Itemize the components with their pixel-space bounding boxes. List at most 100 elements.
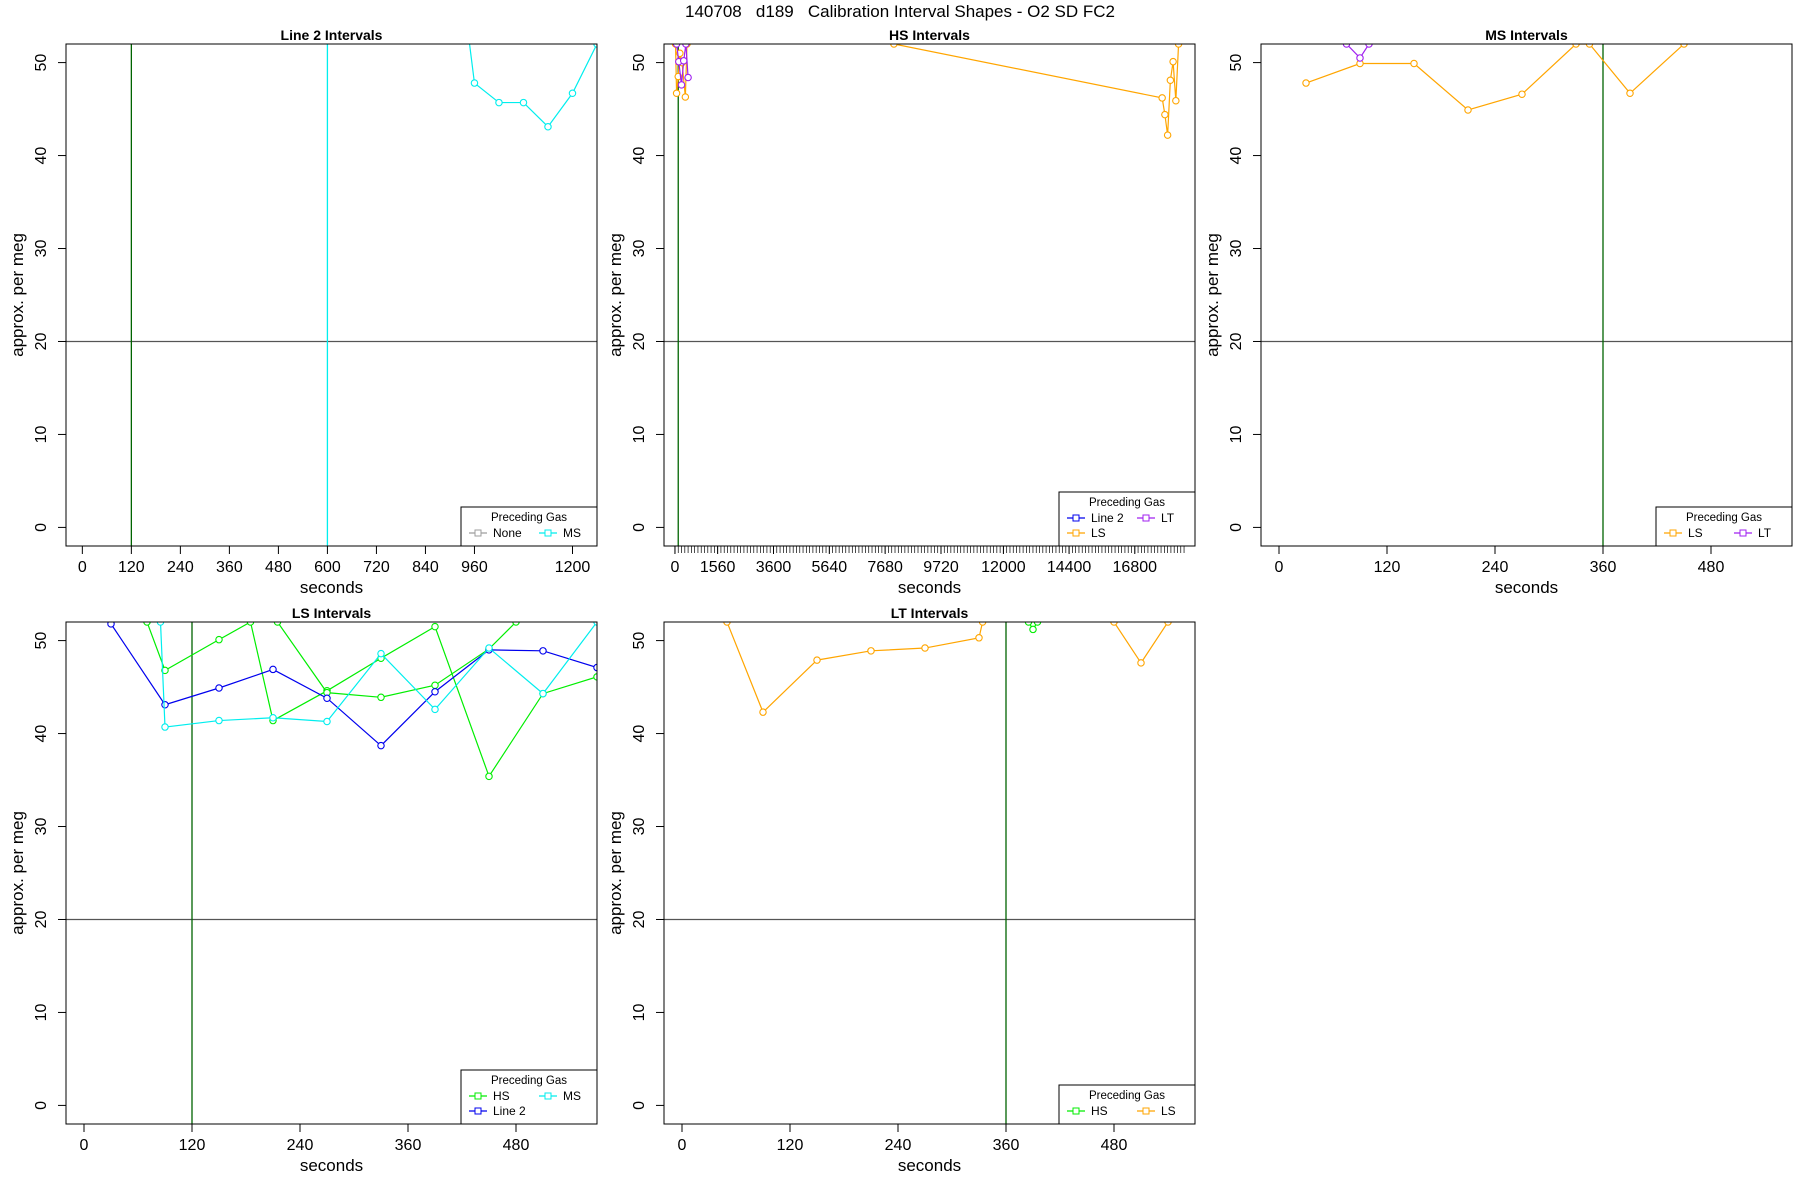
legend-marker-ms: [544, 529, 552, 537]
data-point-hs: [1024, 622, 1033, 626]
y-tick-label: 20: [631, 332, 648, 350]
y-axis-label: approx. per meg: [606, 233, 625, 357]
y-tick-label: 50: [631, 54, 648, 72]
data-point-lt: [682, 44, 690, 48]
data-point-ls: [1161, 110, 1169, 119]
y-tick-label: 30: [1228, 240, 1245, 258]
data-point-hs: [512, 622, 520, 626]
legend-label-ms: MS: [563, 1089, 581, 1103]
legend: Preceding Gas None MS: [460, 506, 598, 547]
panel-title: MS Intervals: [1485, 27, 1568, 43]
legend-label-line-2: Line 2: [493, 1104, 526, 1118]
data-point-ls: [1163, 131, 1172, 139]
y-tick-label: 50: [1228, 54, 1245, 72]
legend-marker-line-2: [1072, 514, 1080, 522]
data-point-line-2: [539, 647, 547, 655]
data-point-hs: [377, 693, 385, 702]
y-tick-label: 40: [33, 725, 50, 743]
data-point-ls: [1410, 59, 1418, 68]
legend-marker-hs: [474, 1092, 482, 1100]
data-point-line-2: [269, 665, 277, 674]
series-line-ls: [1113, 622, 1169, 664]
data-point-ms: [269, 714, 277, 722]
legend-label-ls: LS: [1688, 526, 1703, 540]
legend-label-none: None: [493, 526, 522, 540]
y-tick-label: 0: [33, 1101, 50, 1110]
panel-title: LS Intervals: [292, 605, 372, 621]
data-point-hs: [431, 681, 439, 689]
y-tick-label: 40: [33, 147, 50, 165]
data-point-lt: [677, 81, 686, 89]
legend-title: Preceding Gas: [1686, 512, 1762, 524]
data-point-ls: [921, 644, 929, 652]
data-point-ls: [1166, 76, 1175, 85]
data-point-ms: [568, 89, 577, 98]
panel-lt-intervals: LT Intervals 0 120 240 360 480 0 10 20 30 40 50 seco…: [606, 605, 1196, 1175]
y-tick-label: 40: [1228, 147, 1245, 165]
plot-frame: [663, 621, 1196, 1125]
x-tick-label: 0: [678, 1137, 687, 1154]
series-group: [468, 44, 597, 131]
series-group: [723, 622, 1172, 716]
x-tick-label: 9720: [923, 559, 959, 576]
data-point-hs: [1029, 625, 1037, 634]
y-tick-label: 50: [631, 632, 648, 650]
series-line-ls: [1305, 44, 1685, 111]
data-point-ls: [1626, 89, 1634, 98]
y-tick-label: 50: [33, 54, 50, 72]
data-point-ls: [1158, 94, 1166, 102]
data-point-ls: [1699, 13, 1705, 19]
x-tick-label: 360: [1590, 559, 1617, 576]
x-tick-label: 360: [216, 559, 243, 576]
data-point-ls: [672, 89, 681, 98]
series-line-ms: [159, 622, 597, 728]
series-line-line-2: [110, 623, 597, 747]
series-line-hs: [277, 622, 517, 698]
data-point-ms: [323, 717, 331, 726]
data-point-ls: [867, 647, 875, 655]
x-tick-label: 480: [503, 1137, 530, 1154]
data-point-ls: [759, 708, 767, 716]
y-axis-label: approx. per meg: [1203, 233, 1222, 357]
series-line-hs: [146, 622, 597, 778]
legend-marker-lt: [1739, 529, 1747, 537]
y-tick-label: 0: [631, 523, 648, 532]
y-tick-label: 10: [631, 1003, 648, 1021]
data-point-ls: [978, 622, 987, 626]
x-axis-label: seconds: [300, 578, 363, 597]
data-point-ms: [495, 98, 503, 107]
y-tick-label: 20: [33, 910, 50, 928]
x-tick-label: 0: [78, 559, 87, 576]
x-tick-label: 480: [1698, 559, 1725, 576]
legend-marker-line-2: [474, 1107, 482, 1115]
data-point-hs: [431, 622, 439, 631]
data-point-ls: [1110, 622, 1118, 626]
data-point-line-2: [323, 694, 331, 702]
y-tick-label: 20: [33, 332, 50, 350]
x-tick-label: 240: [167, 559, 194, 576]
y-tick-label: 40: [631, 725, 648, 743]
y-tick-label: 10: [33, 425, 50, 443]
data-point-line-2: [431, 687, 439, 696]
legend-label-hs: HS: [493, 1089, 510, 1103]
legend-marker-none: [474, 529, 482, 537]
data-point-ms: [544, 122, 552, 131]
data-point-ls: [1137, 659, 1145, 667]
x-tick-label: 16800: [1113, 559, 1158, 576]
data-point-ls: [1518, 90, 1526, 98]
legend-label-ls: LS: [1091, 526, 1106, 540]
data-point-ls: [681, 93, 690, 101]
series-group: [671, 44, 1183, 139]
y-tick-label: 10: [631, 425, 648, 443]
data-point-ms: [377, 649, 385, 658]
legend-title: Preceding Gas: [1089, 1090, 1165, 1102]
x-tick-label: 120: [118, 559, 145, 576]
x-tick-label: 5640: [812, 559, 848, 576]
data-point-ls: [1169, 57, 1177, 66]
data-point-ls: [1302, 79, 1310, 87]
data-point-lt: [679, 56, 688, 65]
data-point-hs: [1033, 622, 1042, 626]
x-tick-label: 14400: [1047, 559, 1092, 576]
x-tick-label: 120: [777, 1137, 804, 1154]
